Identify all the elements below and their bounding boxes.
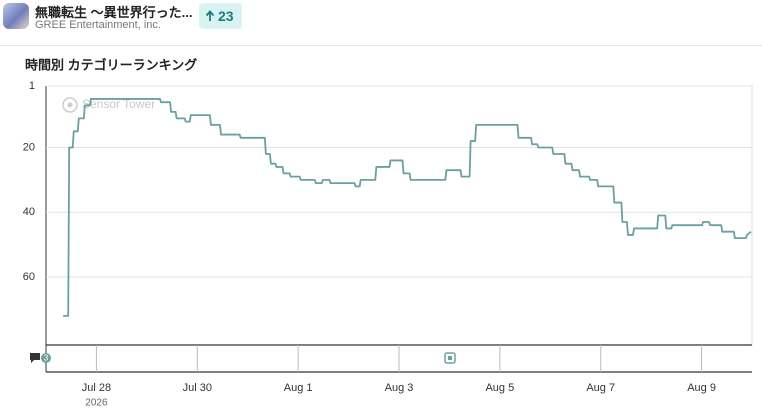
x-tick-label: Aug 5 — [485, 382, 514, 394]
y-tick-label: 1 — [29, 80, 35, 92]
comment-count: 3 — [44, 354, 49, 363]
y-tick-label: 40 — [23, 206, 35, 218]
y-tick-label: 60 — [23, 271, 35, 283]
watermark-text: Sensor Tower — [82, 97, 155, 111]
x-tick-label: Jul 28 — [82, 382, 111, 394]
app-header: 無職転生 ～異世界行った... GREE Entertainment, inc.… — [0, 0, 762, 46]
rank-line — [63, 98, 752, 317]
x-tick-label: Aug 7 — [586, 382, 615, 394]
chart-title: 時間別 カテゴリーランキング — [25, 57, 197, 72]
watermark: Sensor Tower — [62, 97, 155, 113]
x-tick-label: Aug 1 — [284, 382, 313, 394]
publisher[interactable]: GREE Entertainment, inc. — [35, 19, 161, 31]
x-tick-label: Jul 30 — [183, 382, 212, 394]
up-arrow — [205, 10, 215, 21]
app-icon[interactable] — [3, 3, 29, 29]
event-icon-dot — [448, 356, 452, 360]
rank-change-badge: 23 — [199, 3, 242, 29]
app-name[interactable]: 無職転生 ～異世界行った... — [35, 5, 193, 20]
y-tick-label: 20 — [23, 141, 35, 153]
x-tick-label: Aug 3 — [385, 382, 414, 394]
comment-icon — [30, 353, 40, 363]
plot-frame — [45, 85, 753, 346]
rank-change: 23 — [218, 8, 234, 24]
x-tick-label: Aug 9 — [687, 382, 716, 394]
chart: 時間別 カテゴリーランキング Sensor Tower 1 20 40 60 Jul 2… — [23, 57, 753, 409]
x-year-label: 2026 — [85, 398, 108, 409]
comment-marker[interactable]: 3 — [30, 353, 51, 363]
comment-badge — [41, 353, 51, 363]
